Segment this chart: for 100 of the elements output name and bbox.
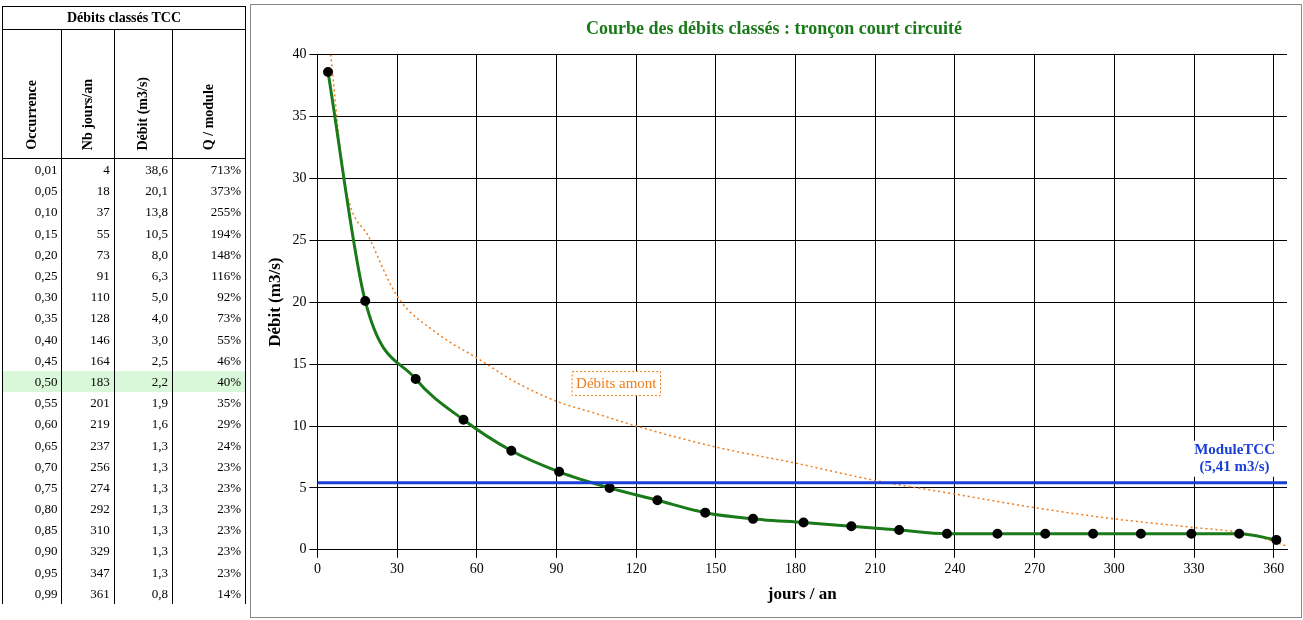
y-tick-label: 0,25 (33, 267, 59, 286)
data-label: 255% (209, 203, 242, 222)
data-label: 146 (89, 330, 111, 349)
chart-title: Courbe des débits classés : tronçon court circuité (586, 18, 962, 39)
y-tick-label: 0,45 (33, 351, 59, 370)
data-label: 194% (209, 224, 242, 243)
x-axis-title: jours / an (766, 584, 838, 604)
data-label: 1,3 (150, 542, 170, 561)
y-tick-label: 10 (292, 417, 307, 433)
x-tick-label: 300 (1103, 560, 1125, 576)
y-tick-label: 0 (299, 541, 307, 557)
data-label: 110 (89, 288, 111, 307)
data-label: 10,5 (144, 224, 170, 243)
y-tick-label: 0,65 (33, 436, 59, 455)
data-label: 1,3 (150, 436, 170, 455)
data-label: 2,2 (150, 372, 170, 391)
y-tick-label: 0,30 (33, 288, 59, 307)
data-label: 6,3 (150, 267, 170, 286)
data-label: 23% (216, 521, 242, 540)
y-tick-label: 0,55 (33, 394, 59, 413)
data-label: 148% (209, 245, 242, 264)
data-label: 24% (216, 436, 242, 455)
x-tick-label: 30 (390, 560, 405, 576)
data-label: 4,0 (150, 309, 170, 328)
y-axis-title: Débit (m3/s) (264, 257, 284, 347)
data-label: 1,3 (150, 500, 170, 519)
data-label: 18 (95, 182, 111, 201)
data-label: 183 (89, 372, 111, 391)
x-tick-label: 270 (1024, 560, 1046, 576)
x-tick-label: 60 (469, 560, 484, 576)
data-label: 20,1 (144, 182, 170, 201)
data-label: 55% (216, 330, 242, 349)
x-tick-label: 240 (944, 560, 966, 576)
data-label: 292 (89, 500, 111, 519)
data-label: 73% (216, 309, 242, 328)
y-tick-label: 0,15 (33, 224, 59, 243)
data-label: 256 (89, 457, 111, 476)
data-label: 274 (89, 478, 111, 497)
y-tick-label: 0,35 (33, 309, 59, 328)
y-tick-label: 0,20 (33, 245, 59, 264)
y-tick-label: 15 (292, 355, 307, 371)
data-label: 23% (216, 563, 242, 582)
data-label: 237 (89, 436, 111, 455)
chart-title: Débits classés TCC (3, 7, 245, 30)
x-tick-label: 360 (1263, 560, 1285, 576)
y-tick-label: 20 (292, 293, 307, 309)
data-label: 1,3 (150, 563, 170, 582)
data-label: 29% (216, 415, 242, 434)
data-label: 1,9 (150, 394, 170, 413)
x-tick-label: 90 (549, 560, 564, 576)
data-label: 8,0 (150, 245, 170, 264)
data-label: 164 (89, 351, 111, 370)
y-tick-label: 0,01 (33, 161, 59, 180)
data-label: 5,0 (150, 288, 170, 307)
x-tick-label: 120 (625, 560, 647, 576)
x-tick-label: 180 (785, 560, 807, 576)
data-label: 23% (216, 478, 242, 497)
y-tick-label: 35 (292, 108, 307, 124)
y-axis-title: Occurrence (24, 80, 41, 150)
x-tick-label: 210 (864, 560, 886, 576)
data-label: 361 (89, 584, 111, 603)
y-tick-label: 5 (299, 479, 307, 495)
data-label: 310 (89, 521, 111, 540)
data-label: 40% (216, 372, 242, 391)
data-label: 38,6 (144, 161, 170, 180)
data-label: 3,0 (150, 330, 170, 349)
y-tick-label: 0,50 (33, 372, 59, 391)
y-tick-label: 0,75 (33, 478, 59, 497)
y-tick-label: 25 (292, 231, 307, 247)
data-label: 1,6 (150, 415, 170, 434)
y-tick-label: 0,90 (33, 542, 59, 561)
y-tick-label: 0,70 (33, 457, 59, 476)
x-tick-label: 150 (705, 560, 727, 576)
x-tick-label: Q / module (200, 83, 217, 150)
y-tick-label: 0,80 (33, 500, 59, 519)
y-tick-label: 0,85 (33, 521, 59, 540)
data-label: 347 (89, 563, 111, 582)
data-label: 14% (216, 584, 242, 603)
data-label: 55 (95, 224, 111, 243)
data-label: 46% (216, 351, 242, 370)
data-label: 201 (89, 394, 111, 413)
data-label: 1,3 (150, 521, 170, 540)
data-label: 329 (89, 542, 111, 561)
y-tick-label: 0,99 (33, 584, 59, 603)
data-label: 92% (216, 288, 242, 307)
data-label: 4 (102, 161, 111, 180)
y-tick-label: 0,95 (33, 563, 59, 582)
data-label: 73 (95, 245, 111, 264)
data-label: 37 (95, 203, 111, 222)
data-label: 219 (89, 415, 111, 434)
x-tick-label: 0 (313, 560, 321, 576)
series-label: Débits amont (576, 374, 658, 391)
y-tick-label: 0,05 (33, 182, 59, 201)
data-label: 91 (95, 267, 111, 286)
x-tick-label: Nb jours/an (79, 78, 96, 150)
x-tick-label: 330 (1183, 560, 1205, 576)
data-label: 116% (210, 267, 242, 286)
data-label: 13,8 (144, 203, 170, 222)
data-label: 35% (216, 394, 242, 413)
data-label: 373% (209, 182, 242, 201)
